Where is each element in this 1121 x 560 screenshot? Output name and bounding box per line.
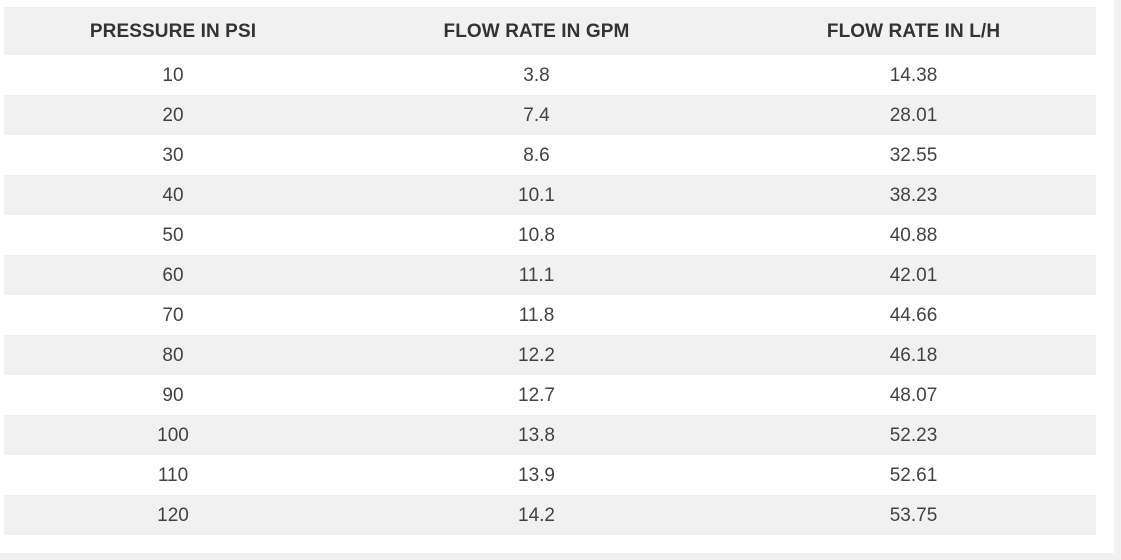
pressure-flow-table: PRESSURE IN PSI FLOW RATE IN GPM FLOW RA… <box>4 7 1096 535</box>
cell-pressure-psi: 30 <box>162 144 184 166</box>
cell-flow-gpm: 11.8 <box>518 304 555 326</box>
cell-flow-gpm: 12.2 <box>518 344 555 366</box>
cell-flow-lh: 53.75 <box>889 504 938 526</box>
cell-pressure-psi: 110 <box>157 464 189 486</box>
table-row: 120 14.2 53.75 <box>4 495 1096 535</box>
cell-flow-gpm: 13.8 <box>518 424 555 446</box>
table-row: 10 3.8 14.38 <box>4 55 1096 95</box>
cell-pressure-psi: 100 <box>157 424 189 446</box>
cell-flow-gpm: 3.8 <box>523 64 550 86</box>
cell-flow-lh: 40.88 <box>889 224 938 246</box>
table-row: 20 7.4 28.01 <box>4 95 1096 135</box>
cell-pressure-psi: 60 <box>162 264 184 286</box>
cell-flow-gpm: 14.2 <box>518 504 555 526</box>
table-row: 110 13.9 52.61 <box>4 455 1096 495</box>
table-row: 80 12.2 46.18 <box>4 335 1096 375</box>
cell-flow-lh: 46.18 <box>889 344 938 366</box>
cell-flow-lh: 52.23 <box>889 424 938 446</box>
cell-flow-gpm: 10.8 <box>518 224 555 246</box>
cell-flow-gpm: 12.7 <box>518 384 555 406</box>
table-row: 50 10.8 40.88 <box>4 215 1096 255</box>
cell-flow-gpm: 11.1 <box>518 264 555 286</box>
table-row: 40 10.1 38.23 <box>4 175 1096 215</box>
header-pressure-psi: PRESSURE IN PSI <box>89 20 257 42</box>
cell-flow-lh: 52.61 <box>889 464 938 486</box>
table-row: 100 13.8 52.23 <box>4 415 1096 455</box>
cell-flow-gpm: 10.1 <box>518 184 555 206</box>
cell-flow-lh: 14.38 <box>889 64 938 86</box>
cell-flow-lh: 42.01 <box>889 264 938 286</box>
header-flow-lh: FLOW RATE IN L/H <box>826 20 1001 42</box>
cell-flow-gpm: 7.4 <box>523 104 550 126</box>
table-row: 90 12.7 48.07 <box>4 375 1096 415</box>
cell-flow-gpm: 8.6 <box>523 144 550 166</box>
cell-pressure-psi: 10 <box>162 64 184 86</box>
table-row: 30 8.6 32.55 <box>4 135 1096 175</box>
table-row: 70 11.8 44.66 <box>4 295 1096 335</box>
cell-pressure-psi: 120 <box>157 504 189 526</box>
table-header-row: PRESSURE IN PSI FLOW RATE IN GPM FLOW RA… <box>4 7 1096 55</box>
cell-pressure-psi: 40 <box>162 184 184 206</box>
cell-flow-lh: 48.07 <box>889 384 938 406</box>
cell-flow-lh: 32.55 <box>889 144 938 166</box>
header-flow-gpm: FLOW RATE IN GPM <box>443 20 630 42</box>
cell-flow-lh: 44.66 <box>889 304 938 326</box>
cell-pressure-psi: 70 <box>162 304 184 326</box>
table-row: 60 11.1 42.01 <box>4 255 1096 295</box>
cell-flow-lh: 38.23 <box>889 184 938 206</box>
cell-pressure-psi: 90 <box>162 384 184 406</box>
table-body: 10 3.8 14.38 20 7.4 28.01 30 8.6 32.55 40 10.1 38.2… <box>4 55 1096 535</box>
cell-flow-gpm: 13.9 <box>518 464 555 486</box>
cell-pressure-psi: 20 <box>162 104 184 126</box>
cell-pressure-psi: 80 <box>162 344 184 366</box>
cell-flow-lh: 28.01 <box>889 104 938 126</box>
cell-pressure-psi: 50 <box>162 224 184 246</box>
